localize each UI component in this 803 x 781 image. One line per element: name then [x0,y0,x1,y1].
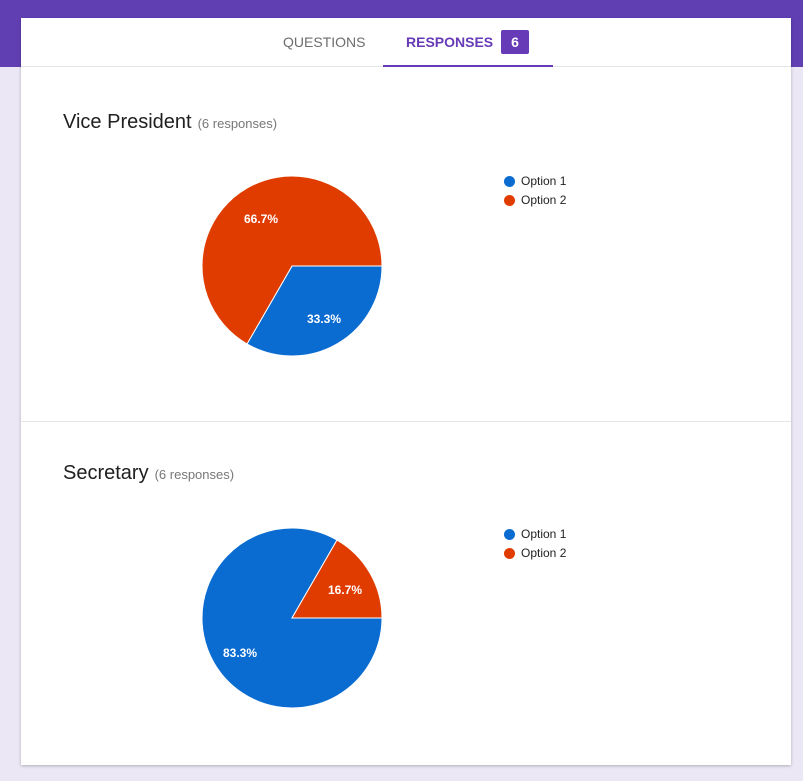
legend-label: Option 1 [521,174,567,188]
slice-label: 83.3% [223,646,257,660]
chart-legend: Option 1 Option 2 [504,525,566,563]
legend-dot-icon [504,195,515,206]
question-title-text: Vice President [63,111,192,133]
pie-slice-option-2[interactable] [201,175,383,345]
question-title: Secretary (6 responses) [63,462,234,485]
pie-slice-option-1[interactable] [246,265,383,357]
legend-dot-icon [504,548,515,559]
chart-legend: Option 1 Option 2 [504,172,566,210]
response-count: (6 responses) [154,467,235,482]
question-summary-vice-president: Vice President (6 responses) 33.3% 66.7% … [21,66,791,422]
response-count: (6 responses) [197,116,278,131]
pie-slice-option-2[interactable] [291,539,383,619]
legend-dot-icon [504,529,515,540]
tab-questions[interactable]: QUESTIONS [283,34,366,50]
question-summary-secretary: Secretary (6 responses) 83.3% 16.7% Optio… [21,422,791,765]
legend-item-option-1[interactable]: Option 1 [504,172,566,191]
legend-label: Option 1 [521,527,567,541]
pie-chart: 83.3% 16.7% [201,527,383,709]
tab-responses-label: RESPONSES [406,34,494,50]
pie-chart: 33.3% 66.7% [201,175,383,357]
question-title: Vice President (6 responses) [63,111,277,134]
tab-responses[interactable]: RESPONSES 6 [383,18,553,67]
legend-item-option-2[interactable]: Option 2 [504,191,566,210]
responses-count-badge: 6 [501,30,529,54]
tab-bar: QUESTIONS RESPONSES 6 [21,18,791,67]
question-title-text: Secretary [63,462,149,484]
slice-label: 33.3% [307,312,341,326]
slice-label: 16.7% [328,583,362,597]
legend-item-option-2[interactable]: Option 2 [504,544,566,563]
active-tab-indicator [383,65,553,67]
legend-label: Option 2 [521,193,567,207]
legend-item-option-1[interactable]: Option 1 [504,525,566,544]
responses-card: QUESTIONS RESPONSES 6 Vice President (6 r… [21,18,791,765]
legend-dot-icon [504,176,515,187]
slice-label: 66.7% [244,212,278,226]
legend-label: Option 2 [521,546,567,560]
